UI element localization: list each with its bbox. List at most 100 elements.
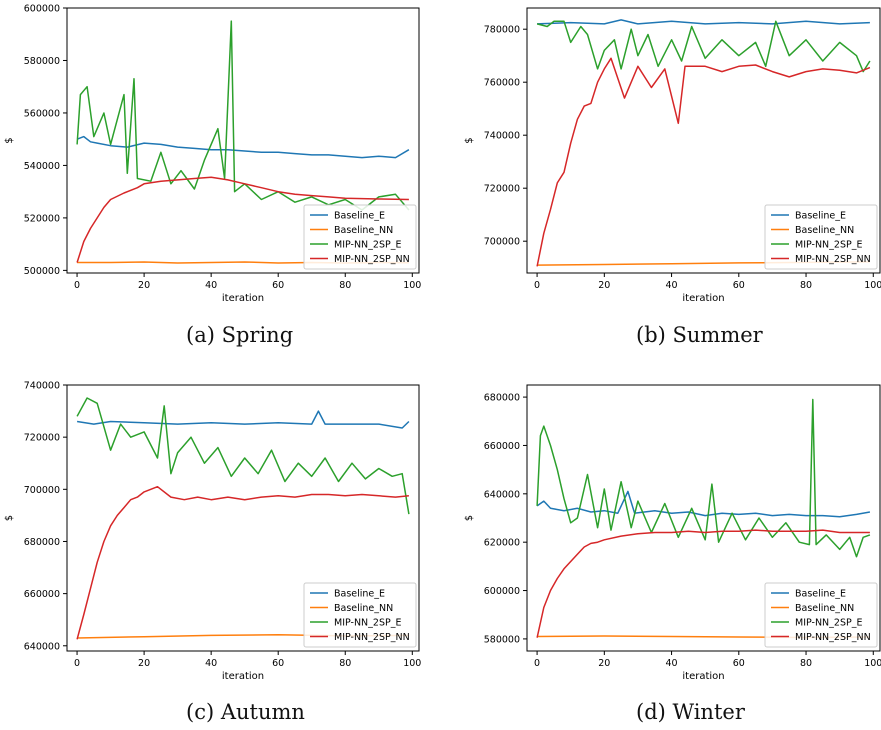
y-tick-label: 520000 (24, 213, 60, 224)
x-axis-label: iteration (222, 293, 264, 304)
legend: Baseline_E Baseline_NN MIP-NN_2SP_E MIP-NN_… (303, 582, 417, 648)
y-tick-label: 660000 (484, 441, 520, 452)
x-axis-label: iteration (222, 671, 264, 682)
x-tick-label: 20 (138, 658, 150, 669)
caption-spring: (a) Spring (186, 323, 294, 347)
series-line-MIP-NN_2SP_E (536, 20, 871, 73)
x-tick-label: 100 (403, 658, 421, 669)
legend-label-Baseline_E: Baseline_E (795, 211, 846, 222)
x-tick-label: 100 (864, 658, 881, 669)
y-tick-label: 560000 (24, 108, 60, 119)
y-tick-label: 580000 (484, 634, 520, 645)
x-tick-label: 80 (800, 658, 812, 669)
legend-box (303, 204, 417, 270)
series-line-Baseline_E (537, 19, 870, 25)
y-axis-label: $ (4, 515, 15, 521)
legend-box (764, 582, 878, 648)
legend-label-MIP-NN_2SP_NN: MIP-NN_2SP_NN (795, 254, 871, 265)
legend-label-Baseline_NN: Baseline_NN (334, 225, 393, 236)
series-line-MIP-NN_2SP_E (76, 20, 410, 211)
x-tick-label: 100 (864, 280, 881, 291)
legend-label-MIP-NN_2SP_E: MIP-NN_2SP_E (334, 618, 401, 629)
y-tick-label: 660000 (24, 589, 60, 600)
x-tick-label: 40 (205, 658, 217, 669)
legend-label-Baseline_E: Baseline_E (334, 589, 385, 600)
y-tick-label: 600000 (24, 4, 60, 15)
legend-label-MIP-NN_2SP_NN: MIP-NN_2SP_NN (795, 632, 871, 643)
x-tick-label: 40 (205, 280, 217, 291)
y-tick-label: 500000 (24, 266, 60, 277)
series-line-MIP-NN_2SP_NN (536, 57, 871, 267)
y-tick-label: 580000 (24, 56, 60, 67)
legend-label-Baseline_NN: Baseline_NN (795, 225, 854, 236)
x-tick-label: 20 (598, 280, 610, 291)
chart-panel-3: 0 20 40 60 80 100 580000 600000 620000 640000 6600… (464, 384, 881, 682)
y-tick-label: 740000 (24, 381, 60, 392)
legend: Baseline_E Baseline_NN MIP-NN_2SP_E MIP-NN_… (303, 204, 417, 270)
legend-label-MIP-NN_2SP_NN: MIP-NN_2SP_NN (334, 632, 410, 643)
x-axis-label: iteration (682, 293, 724, 304)
legend-label-MIP-NN_2SP_NN: MIP-NN_2SP_NN (334, 254, 410, 265)
legend-label-MIP-NN_2SP_E: MIP-NN_2SP_E (795, 240, 862, 251)
series-line-Baseline_E (76, 135, 410, 159)
x-tick-label: 0 (74, 658, 80, 669)
series-line-MIP-NN_2SP_NN (76, 176, 409, 263)
y-tick-label: 640000 (484, 489, 520, 500)
x-tick-label: 80 (800, 280, 812, 291)
plot-frame (526, 7, 881, 274)
legend: Baseline_E Baseline_NN MIP-NN_2SP_E MIP-NN_… (764, 582, 878, 648)
chart-panel-2: 0 20 40 60 80 100 640000 660000 680000 700000 7200… (4, 381, 421, 683)
x-tick-label: 60 (272, 280, 284, 291)
y-axis-label: $ (464, 137, 475, 143)
legend-label-MIP-NN_2SP_E: MIP-NN_2SP_E (795, 618, 862, 629)
y-tick-label: 540000 (24, 161, 60, 172)
x-tick-label: 80 (339, 280, 351, 291)
x-tick-label: 80 (339, 658, 351, 669)
y-axis-label: $ (4, 137, 15, 143)
y-axis-label: $ (464, 515, 475, 521)
y-tick-label: 760000 (484, 78, 520, 89)
legend: Baseline_E Baseline_NN MIP-NN_2SP_E MIP-NN_… (764, 204, 878, 270)
x-tick-label: 20 (138, 280, 150, 291)
x-tick-label: 60 (733, 280, 745, 291)
series-line-MIP-NN_2SP_E (76, 397, 410, 515)
series-line-MIP-NN_2SP_NN (536, 529, 870, 638)
y-tick-label: 640000 (24, 641, 60, 652)
legend-label-MIP-NN_2SP_E: MIP-NN_2SP_E (334, 240, 401, 251)
chart-panel-1: 0 20 40 60 80 100 700000 720000 740000 760000 7800… (464, 7, 881, 304)
y-tick-label: 620000 (484, 538, 520, 549)
legend-label-Baseline_E: Baseline_E (334, 211, 385, 222)
y-tick-label: 600000 (484, 586, 520, 597)
plot-frame (526, 384, 881, 652)
x-tick-label: 60 (272, 658, 284, 669)
plot-frame (66, 384, 420, 652)
legend-label-Baseline_NN: Baseline_NN (334, 603, 393, 614)
plot-frame (66, 7, 420, 274)
legend-label-Baseline_NN: Baseline_NN (795, 603, 854, 614)
legend-box (764, 204, 878, 270)
caption-autumn: (c) Autumn (186, 700, 305, 724)
x-tick-label: 60 (733, 658, 745, 669)
y-tick-label: 720000 (24, 433, 60, 444)
y-tick-label: 680000 (484, 393, 520, 404)
series-line-MIP-NN_2SP_E (536, 398, 871, 558)
caption-winter: (d) Winter (636, 700, 745, 724)
series-line-Baseline_E (536, 490, 871, 518)
y-tick-label: 740000 (484, 131, 520, 142)
y-tick-label: 700000 (484, 237, 520, 248)
legend-box (303, 582, 417, 648)
chart-panel-0: 0 20 40 60 80 100 500000 520000 540000 560000 5800… (4, 4, 421, 305)
x-tick-label: 100 (403, 280, 421, 291)
x-tick-label: 40 (666, 658, 678, 669)
series-line-Baseline_E (76, 410, 410, 429)
series-line-MIP-NN_2SP_NN (76, 485, 409, 640)
x-tick-label: 0 (74, 280, 80, 291)
legend-label-Baseline_E: Baseline_E (795, 589, 846, 600)
y-tick-label: 700000 (24, 485, 60, 496)
x-tick-label: 0 (534, 280, 540, 291)
x-tick-label: 40 (666, 280, 678, 291)
caption-summer: (b) Summer (636, 323, 763, 347)
y-tick-label: 720000 (484, 184, 520, 195)
x-tick-label: 20 (598, 658, 610, 669)
